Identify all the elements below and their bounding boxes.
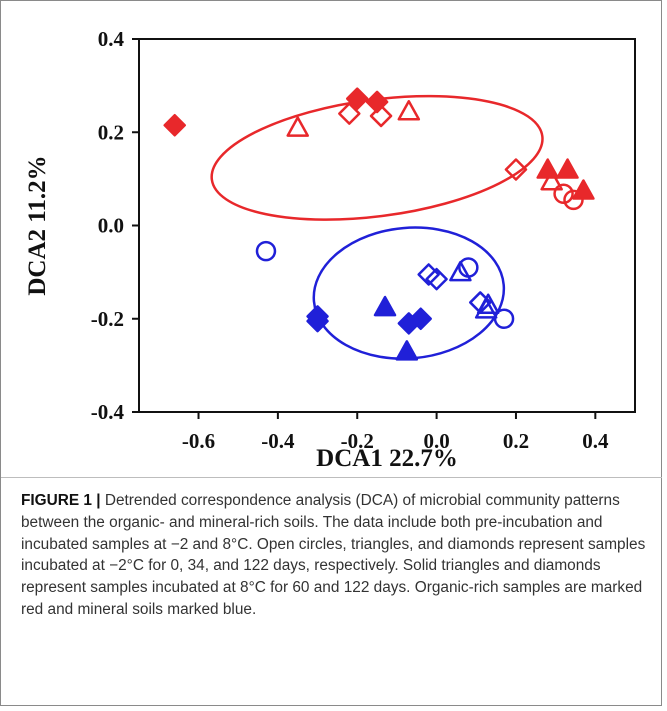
organic-diamond-point xyxy=(504,158,528,181)
caption-label: FIGURE 1 | xyxy=(21,492,101,509)
caption-text: Detrended correspondence analysis (DCA) … xyxy=(21,492,646,618)
y-tick-label: 0.0 xyxy=(98,214,124,238)
mineral-triangle-point xyxy=(373,295,397,317)
organic-triangle-point xyxy=(572,179,595,200)
mineral-triangle-point xyxy=(395,340,419,361)
x-tick-label: -0.2 xyxy=(341,429,374,453)
y-tick-label: 0.4 xyxy=(98,27,125,51)
organic-diamond-point xyxy=(369,104,393,128)
figure-caption: FIGURE 1 | Detrended correspondence anal… xyxy=(21,490,651,621)
mineral-diamond-point xyxy=(306,309,329,333)
x-tick-label: 0.4 xyxy=(582,429,609,453)
points-layer xyxy=(163,87,595,361)
x-tick-label: 0.2 xyxy=(503,429,529,453)
y-axis-label: DCA2 11.2% xyxy=(24,155,51,295)
caption-divider xyxy=(1,477,662,478)
organic-diamond-point xyxy=(163,114,186,137)
ticks-layer: -0.6 -0.4 -0.2 0.0 0.2 0.4 -0.4 -0.2 0.0 0.2 0.4 xyxy=(91,27,609,453)
organic-triangle-point xyxy=(397,100,421,121)
x-tick-label: 0.0 xyxy=(423,429,449,453)
organic-diamond-point xyxy=(338,102,361,125)
mineral-diamond-point xyxy=(409,307,432,330)
organic-circle-point xyxy=(563,189,584,211)
mineral-triangle-point xyxy=(474,298,498,319)
organic-circle-point xyxy=(553,183,574,205)
x-axis-label: DCA1 22.7% xyxy=(316,445,458,472)
mineral-diamond-point xyxy=(425,267,448,291)
organic-diamond-point xyxy=(345,87,369,110)
x-tick-label: -0.4 xyxy=(261,429,295,453)
mineral-triangle-point xyxy=(449,260,472,282)
y-tick-label: -0.2 xyxy=(91,307,124,331)
y-tick-label: 0.2 xyxy=(98,120,124,144)
organic-triangle-point xyxy=(556,158,579,179)
dca-scatter-chart: -0.6 -0.4 -0.2 0.0 0.2 0.4 -0.4 -0.2 0.0 0.2 0.4 D… xyxy=(24,27,636,472)
organic-triangle-point xyxy=(286,116,309,137)
mineral-circle-point xyxy=(255,240,277,262)
organic-triangle-point xyxy=(540,169,563,191)
plot-area-border xyxy=(138,38,636,413)
y-tick-label: -0.4 xyxy=(91,400,125,424)
mineral-circle-point xyxy=(493,308,515,329)
x-tick-label: -0.6 xyxy=(182,429,215,453)
